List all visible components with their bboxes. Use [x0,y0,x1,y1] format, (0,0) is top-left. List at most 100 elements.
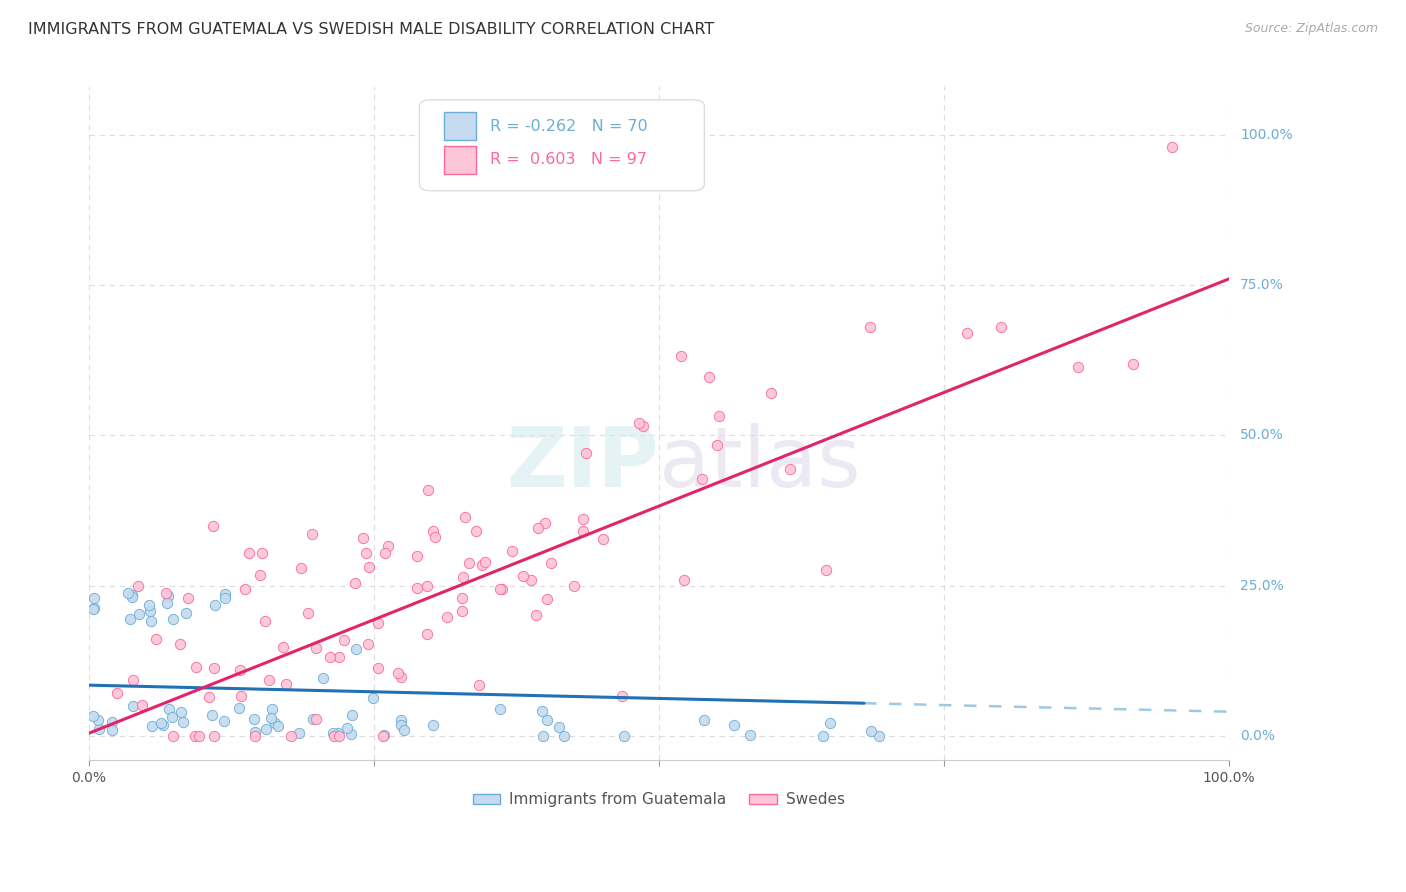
Point [671,349,693,363]
Point [117,585,139,599]
Point [457,557,479,571]
Point [531,729,554,743]
Point [101,714,124,729]
Point [548,721,571,735]
Point [352,531,374,545]
Point [955,326,977,340]
Point [238,545,260,559]
Point [367,615,389,630]
Point [101,723,124,738]
Point [266,718,288,732]
Text: 75.0%: 75.0% [1240,278,1284,292]
Point [260,711,283,725]
Point [343,575,366,590]
Point [170,705,193,719]
Point [201,519,224,533]
Text: R =  0.603   N = 97: R = 0.603 N = 97 [491,153,647,168]
Point [319,649,342,664]
Point [367,661,389,675]
Point [709,409,731,423]
Point [184,660,207,674]
Point [127,579,149,593]
Text: atlas: atlas [659,424,860,504]
Point [169,637,191,651]
Point [326,725,349,739]
Point [254,614,277,628]
Point [87,722,110,736]
Point [610,689,633,703]
Point [162,613,184,627]
Point [1160,139,1182,153]
Point [204,729,226,743]
Point [553,729,575,743]
Point [377,539,399,553]
Point [340,708,363,723]
Point [868,729,890,743]
Point [453,510,475,524]
Point [416,627,439,641]
Point [138,598,160,612]
Point [451,604,474,618]
Point [332,633,354,648]
Point [229,689,252,703]
Point [328,649,350,664]
Point [177,591,200,606]
Point [128,607,150,622]
Point [121,588,143,602]
Point [488,702,510,716]
Point [818,715,841,730]
Point [156,595,179,609]
Point [233,582,256,596]
Point [572,524,595,538]
Point [274,677,297,691]
Text: 50.0%: 50.0% [1240,428,1284,442]
Point [287,726,309,740]
Point [540,556,562,570]
Point [779,462,801,476]
Point [690,472,713,486]
Point [121,591,143,605]
Point [162,709,184,723]
Point [471,558,494,573]
Point [405,549,427,564]
Point [328,729,350,743]
Point [489,582,512,596]
Point [474,555,496,569]
Point [527,521,550,535]
Text: Source: ZipAtlas.com: Source: ZipAtlas.com [1244,22,1378,36]
Point [138,604,160,618]
Point [592,532,614,546]
Point [564,579,586,593]
Point [312,671,335,685]
Point [82,709,104,723]
Point [536,592,558,607]
Point [394,723,416,737]
Point [512,568,534,582]
Point [120,612,142,626]
Point [214,591,236,605]
Point [187,729,209,743]
Bar [444,112,477,140]
Point [243,729,266,743]
Point [451,570,474,584]
Point [141,719,163,733]
Point [524,608,547,623]
Text: R = -0.262   N = 70: R = -0.262 N = 70 [491,119,648,134]
Point [575,446,598,460]
Point [121,673,143,687]
Point [323,729,346,743]
Point [815,563,838,577]
Point [723,718,745,732]
Text: 25.0%: 25.0% [1240,579,1284,593]
Text: IMMIGRANTS FROM GUATEMALA VS SWEDISH MALE DISABILITY CORRELATION CHART: IMMIGRANTS FROM GUATEMALA VS SWEDISH MAL… [28,22,714,37]
Point [1066,360,1088,375]
Point [416,483,439,497]
Point [673,573,696,587]
Point [305,712,328,726]
Point [280,729,302,743]
Point [389,717,412,731]
Point [322,726,344,740]
Point [200,708,222,723]
Point [202,661,225,675]
Point [301,526,323,541]
